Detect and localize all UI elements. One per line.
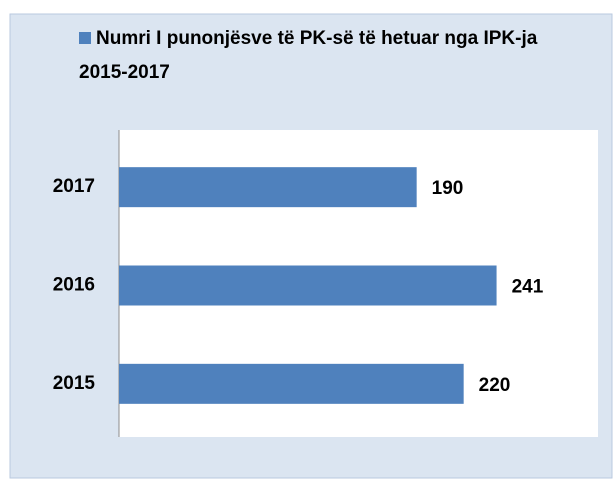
bar bbox=[119, 363, 464, 404]
data-label: 220 bbox=[479, 375, 511, 396]
y-tick-label: 2016 bbox=[53, 275, 95, 296]
bar bbox=[119, 265, 497, 306]
legend: Numri I punonjësve të PK-së të hetuar ng… bbox=[79, 22, 579, 90]
data-label: 241 bbox=[512, 277, 544, 298]
bar bbox=[119, 167, 417, 208]
legend-swatch bbox=[79, 32, 91, 44]
data-label: 190 bbox=[432, 178, 464, 199]
y-tick-label: 2015 bbox=[53, 373, 96, 394]
legend-label: Numri I punonjësve të PK-së të hetuar ng… bbox=[79, 28, 538, 83]
y-tick-label: 2017 bbox=[53, 176, 95, 197]
